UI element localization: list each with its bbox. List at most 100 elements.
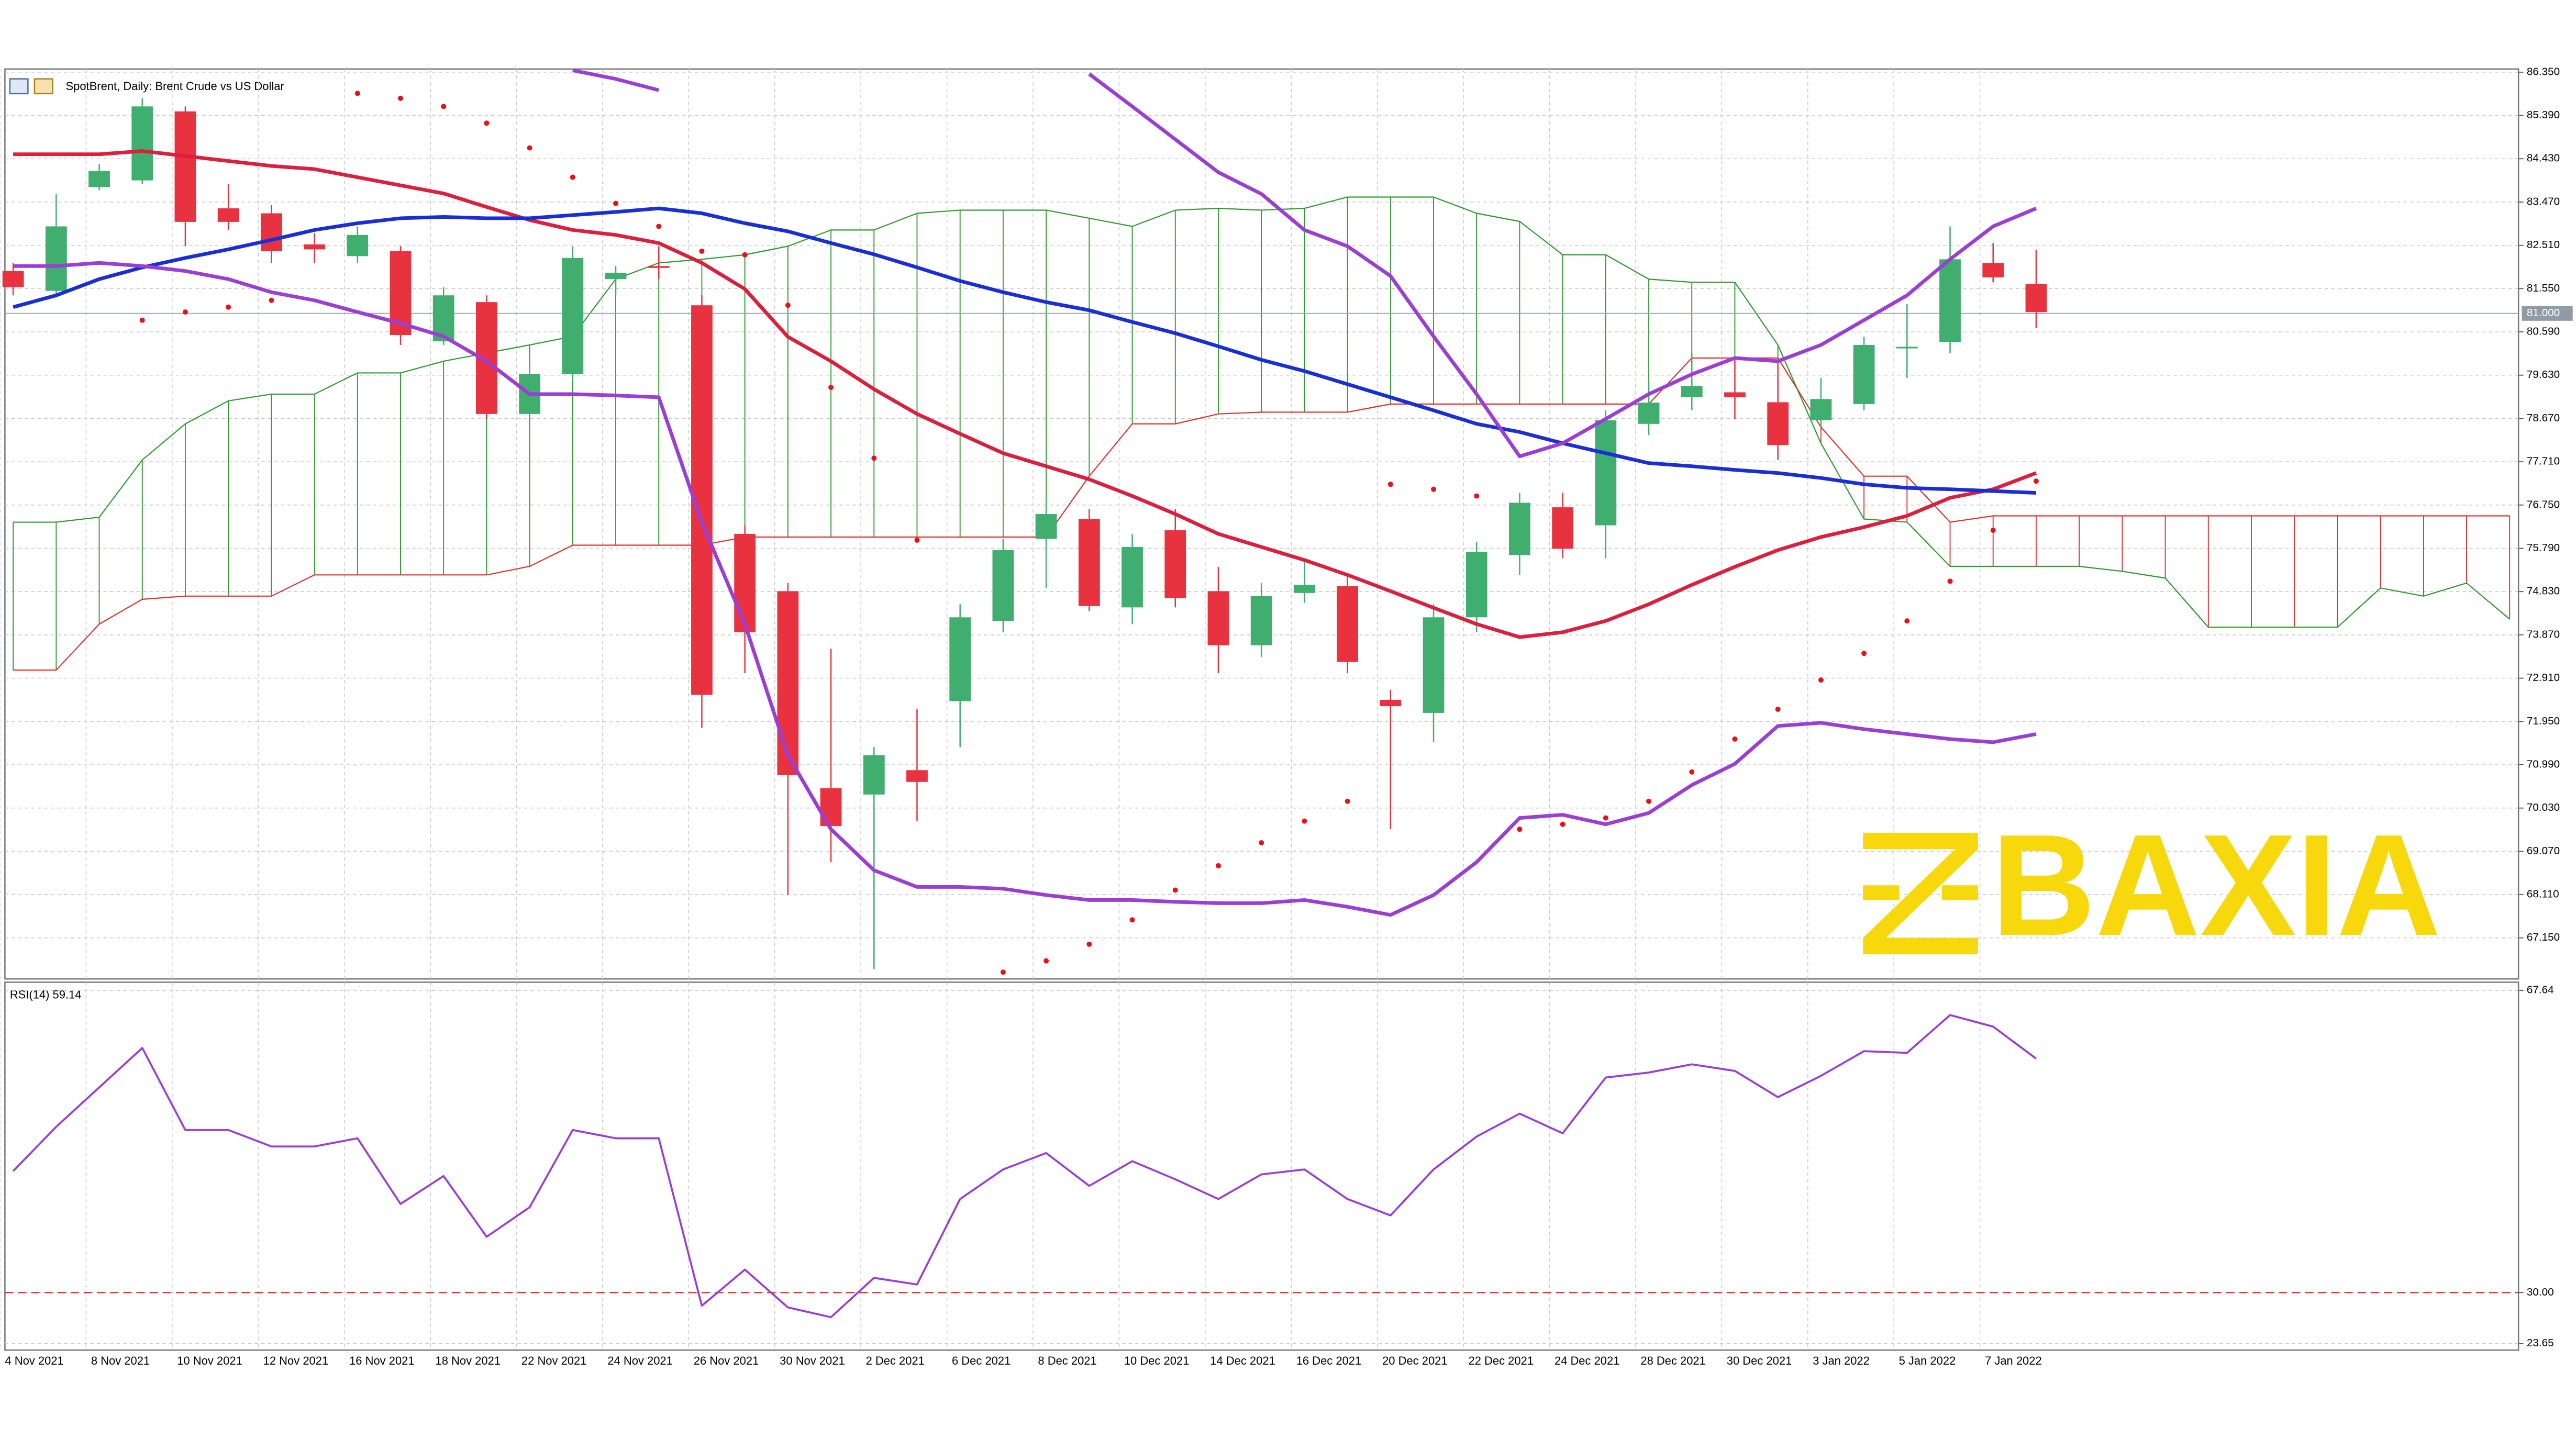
logo-bar bbox=[1863, 832, 1978, 850]
candle-body bbox=[949, 617, 971, 701]
sar-dot bbox=[1904, 618, 1910, 624]
icon bbox=[9, 78, 29, 95]
x-tick-label: 24 Dec 2021 bbox=[1555, 1354, 1620, 1367]
sar-dot bbox=[1345, 798, 1350, 804]
indicator-line bbox=[13, 261, 2037, 917]
x-tick-label: 20 Dec 2021 bbox=[1382, 1354, 1448, 1367]
y-tick-label: 23.65 bbox=[2527, 1337, 2554, 1349]
candle-body bbox=[1724, 392, 1746, 397]
y-tick-label: 77.710 bbox=[2527, 455, 2560, 467]
sar-dot bbox=[1215, 863, 1221, 868]
logo-bar bbox=[1941, 885, 1978, 900]
sar-dot bbox=[1430, 486, 1437, 492]
candle-body bbox=[2, 271, 24, 287]
candle-body bbox=[1896, 347, 1918, 349]
x-tick-label: 30 Dec 2021 bbox=[1727, 1354, 1792, 1367]
candle-body bbox=[347, 235, 369, 256]
y-tick-label: 78.670 bbox=[2527, 412, 2560, 424]
y-tick-label: 79.630 bbox=[2527, 369, 2560, 381]
y-tick-label: 70.030 bbox=[2527, 801, 2560, 813]
indicator-line bbox=[1088, 72, 2037, 459]
candle-body bbox=[1035, 514, 1057, 539]
y-tick-label: 68.110 bbox=[2527, 888, 2559, 900]
candle-body bbox=[1380, 699, 1402, 707]
logo-bar bbox=[1863, 937, 1978, 955]
y-tick-label: 84.430 bbox=[2527, 152, 2560, 164]
x-tick-label: 5 Jan 2022 bbox=[1899, 1354, 1956, 1367]
y-tick-label: 80.590 bbox=[2527, 326, 2560, 338]
x-tick-label: 16 Nov 2021 bbox=[349, 1354, 415, 1367]
sar-dot bbox=[1474, 493, 1480, 499]
sar-dot bbox=[397, 95, 404, 101]
x-tick-label: 10 Dec 2021 bbox=[1124, 1354, 1190, 1367]
y-tick-label: 30.00 bbox=[2527, 1286, 2554, 1298]
candle-body bbox=[992, 550, 1014, 621]
y-tick-label: 67.64 bbox=[2527, 984, 2554, 996]
y-tick-label: 72.910 bbox=[2527, 672, 2560, 684]
sar-dot bbox=[1646, 798, 1652, 804]
y-tick-label: 73.870 bbox=[2527, 628, 2560, 640]
indicator-line bbox=[572, 69, 660, 92]
sar-dot bbox=[613, 200, 619, 206]
sar-dot bbox=[1603, 815, 1608, 821]
y-tick-label: 71.950 bbox=[2527, 715, 2560, 727]
logo-bar bbox=[1863, 885, 1900, 900]
sar-dot bbox=[182, 309, 188, 315]
candle-body bbox=[863, 755, 885, 795]
candle-body bbox=[1465, 552, 1487, 618]
price-label: 81.000 bbox=[2527, 307, 2560, 319]
candle-body bbox=[260, 213, 282, 251]
x-tick-label: 7 Jan 2022 bbox=[1985, 1354, 2042, 1367]
sar-dot bbox=[871, 455, 877, 461]
cloud-span-a bbox=[13, 196, 2510, 628]
indicator-line bbox=[13, 149, 2037, 639]
sar-dot bbox=[484, 120, 490, 126]
candle-body bbox=[1164, 530, 1186, 598]
x-tick-label: 8 Dec 2021 bbox=[1038, 1354, 1096, 1367]
candle-body bbox=[906, 770, 928, 782]
sar-dot bbox=[354, 91, 360, 96]
sar-dot bbox=[1947, 578, 1953, 584]
sar-dot bbox=[1129, 917, 1135, 923]
x-tick-label: 4 Nov 2021 bbox=[5, 1354, 63, 1367]
cloud-span-b bbox=[13, 357, 2510, 671]
candle-body bbox=[1767, 402, 1789, 445]
x-tick-label: 18 Nov 2021 bbox=[436, 1354, 501, 1367]
candle-body bbox=[820, 788, 842, 827]
candle-body bbox=[605, 273, 627, 280]
candle-body bbox=[1552, 507, 1574, 549]
sar-dot bbox=[1387, 482, 1393, 487]
candle-body bbox=[1293, 585, 1315, 593]
sar-dot bbox=[742, 252, 748, 258]
y-tick-label: 85.390 bbox=[2527, 109, 2560, 121]
y-tick-label: 70.990 bbox=[2527, 758, 2560, 770]
y-tick-label: 69.070 bbox=[2527, 845, 2560, 857]
candle-body bbox=[88, 171, 110, 187]
sar-dot bbox=[1689, 769, 1695, 775]
sar-dot bbox=[139, 317, 145, 323]
sar-dot bbox=[1172, 887, 1178, 893]
x-tick-label: 22 Dec 2021 bbox=[1469, 1354, 1534, 1367]
x-tick-label: 14 Dec 2021 bbox=[1210, 1354, 1275, 1367]
candle-body bbox=[777, 591, 799, 775]
candle-body bbox=[648, 266, 670, 268]
x-tick-label: 3 Jan 2022 bbox=[1813, 1354, 1870, 1367]
sar-dot bbox=[1302, 818, 1307, 824]
sar-dot bbox=[441, 104, 447, 109]
sar-dot bbox=[1086, 941, 1092, 947]
x-tick-label: 30 Nov 2021 bbox=[780, 1354, 845, 1367]
x-tick-label: 2 Dec 2021 bbox=[866, 1354, 925, 1367]
indicator-line bbox=[13, 206, 2037, 495]
candle-body bbox=[217, 208, 239, 222]
candle-body bbox=[2025, 284, 2047, 312]
y-tick-label: 75.790 bbox=[2527, 542, 2560, 554]
candle-body bbox=[1078, 519, 1100, 606]
y-tick-label: 86.350 bbox=[2527, 65, 2560, 77]
y-tick-label: 83.470 bbox=[2527, 195, 2560, 207]
sar-dot bbox=[527, 145, 532, 151]
candle-body bbox=[131, 106, 153, 181]
candle-body bbox=[1122, 546, 1143, 608]
candle-body bbox=[1207, 591, 1229, 645]
